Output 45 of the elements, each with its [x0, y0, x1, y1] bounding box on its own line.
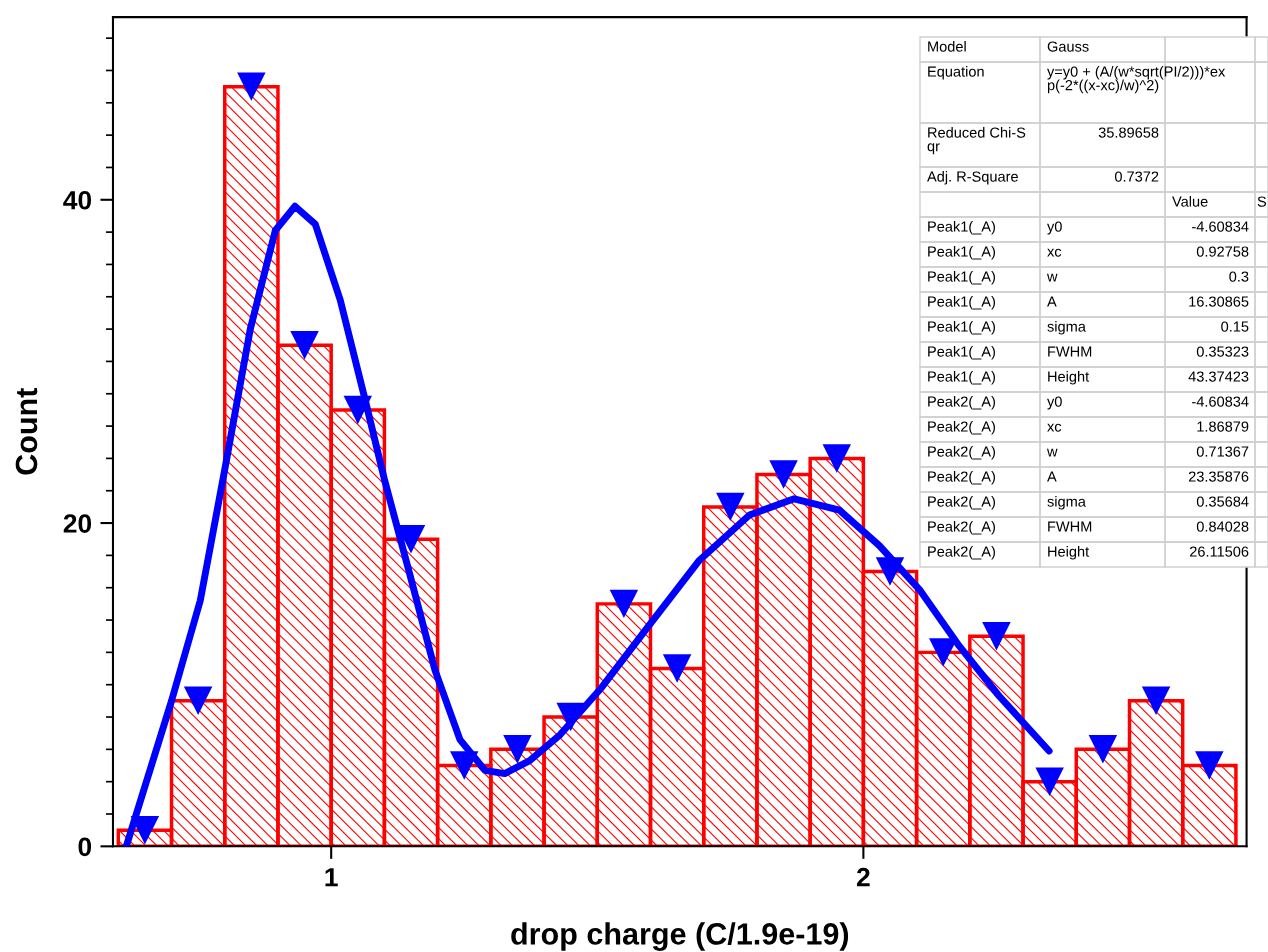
text: Adj. R-Square 0.7372 [927, 171, 1159, 185]
y-tick-label: 0 [78, 837, 92, 857]
point [290, 331, 319, 360]
point [130, 815, 160, 845]
point [343, 395, 373, 425]
text: Peak2(_A) w 0.71367 [928, 446, 1249, 460]
text: Peak1(_A) w 0.3 [928, 271, 1249, 285]
text: Equation y=y0 + (A/(w*sqrt(PI/2)))*ex p(-2*((x-xc)/w)^2) [928, 66, 1226, 94]
text: Value S [1172, 196, 1267, 207]
text: Peak2(_A) xc 1.86879 [928, 421, 1249, 435]
text: Peak1(_A) Height 43.37423 [928, 371, 1249, 385]
point [450, 751, 479, 780]
text: Model Gauss [928, 41, 1089, 52]
text: Peak1(_A) FWHM 0.35323 [928, 346, 1249, 360]
point [609, 589, 639, 619]
x-tick-label: 1 [325, 868, 338, 887]
text: Peak2(_A) A 23.35876 [928, 471, 1249, 485]
x-tick-label: 2 [856, 867, 870, 887]
text: Peak1(_A) A 16.30865 [928, 296, 1249, 310]
text: Peak2(_A) y0 -4.60834 [928, 396, 1249, 410]
point [822, 444, 852, 473]
text: Reduced Chi-S qr 35.89658 [927, 127, 1159, 155]
y-tick-label: 20 [63, 514, 92, 533]
y-axis-title: Count [15, 387, 38, 475]
point [1088, 735, 1118, 764]
text: Peak1(_A) y0 -4.60834 [928, 221, 1249, 235]
point [183, 686, 213, 716]
point [716, 492, 745, 522]
text: Peak2(_A) sigma 0.35684 [928, 496, 1249, 510]
point [1035, 767, 1064, 796]
text: Peak2(_A) FWHM 0.84028 [928, 521, 1249, 535]
point [982, 621, 1011, 651]
point [503, 735, 532, 764]
y-tick-label: 40 [63, 190, 92, 210]
point [1141, 686, 1171, 716]
point [769, 460, 798, 489]
point [662, 654, 692, 683]
point [556, 702, 585, 732]
text: Peak1(_A) xc 0.92758 [928, 246, 1249, 260]
text: Peak2(_A) Height 26.11506 [928, 546, 1249, 560]
point [875, 557, 905, 586]
point [1195, 751, 1224, 780]
text: Peak1(_A) sigma 0.15 [928, 321, 1249, 335]
x-axis-title: drop charge (C/1.9e-19) [511, 922, 849, 951]
point [237, 72, 266, 101]
